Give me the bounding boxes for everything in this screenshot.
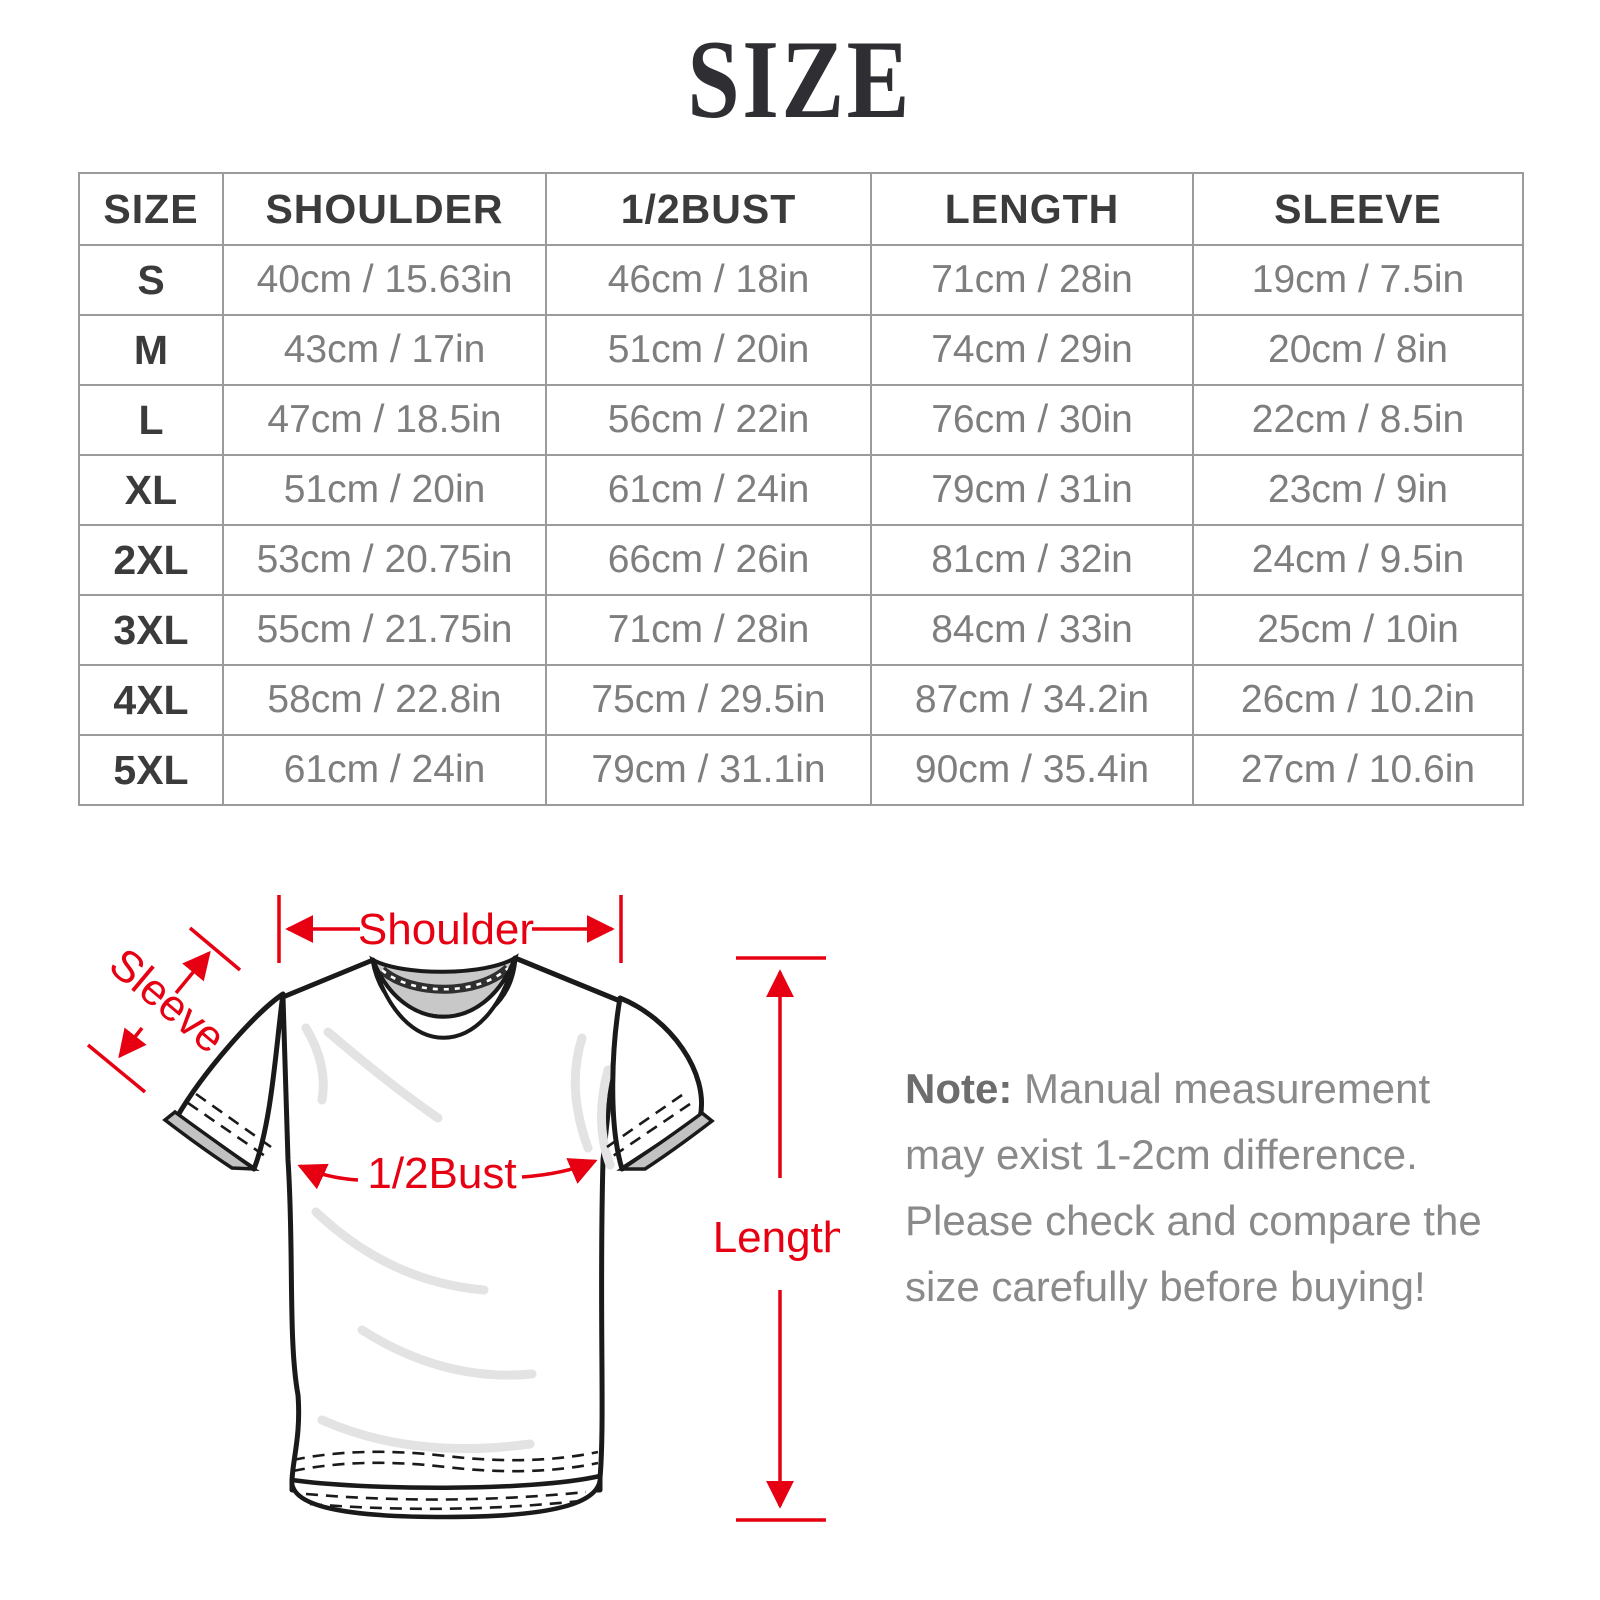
size-cell: 2XL [78,524,224,596]
size-table: SIZE SHOULDER 1/2BUST LENGTH SLEEVE S 40cm / … [78,172,1524,806]
hem-roll [289,1473,603,1520]
size-cell: XL [78,454,224,526]
fabric-wrinkle [357,1325,537,1380]
measurement-cell: 84cm / 33in [870,594,1194,666]
page-title-text: SIZE [687,18,913,142]
collar-rib-band [371,957,517,1040]
measurement-cell: 66cm / 26in [545,524,872,596]
fabric-wrinkle [597,1065,615,1170]
size-cell: L [78,384,224,456]
sleeve-bottom-tick [86,1043,147,1094]
size-cell: M [78,314,224,386]
bust-label: 1/2Bust [367,1149,516,1198]
fabric-wrinkle [570,1033,593,1153]
measurement-cell: 51cm / 20in [222,454,547,526]
note-prefix: Note: [905,1065,1013,1112]
measurement-cell: 61cm / 24in [545,454,872,526]
sleeve-label: Sleeve [100,939,235,1063]
right-sleeve-stitching [612,1102,691,1158]
measurement-cell: 71cm / 28in [545,594,872,666]
sleeve-down-arrow [118,1026,147,1059]
shoulder-label: Shoulder [358,905,534,954]
measurement-cell: 87cm / 34.2in [870,664,1194,736]
measurement-cell: 76cm / 30in [870,384,1194,456]
collar-seam-zigzag [381,967,509,991]
measurement-cell: 75cm / 29.5in [545,664,872,736]
measurement-cell: 90cm / 35.4in [870,734,1194,806]
tshirt-measurement-diagram: Shoulder Sleeve 1/2Bust Length [86,895,840,1522]
column-header: SLEEVE [1192,172,1524,246]
measurement-note: Note: Manual measurement may exist 1-2cm… [905,1056,1505,1320]
right-sleeve-underside [616,1110,715,1171]
table-row: L 47cm / 18.5in 56cm / 22in 76cm / 30in 22cm… [78,384,1524,456]
size-cell: 5XL [78,734,224,806]
measurement-cell: 19cm / 7.5in [1192,244,1524,316]
column-header: SHOULDER [222,172,547,246]
bust-measure: 1/2Bust [297,1149,598,1198]
left-sleeve-stitching [187,1101,266,1158]
table-row: 3XL 55cm / 21.75in 71cm / 28in 84cm / 33in 2… [78,594,1524,666]
measurement-cell: 25cm / 10in [1192,594,1524,666]
table-row: 5XL 61cm / 24in 79cm / 31.1in 90cm / 35.4in… [78,734,1524,806]
length-measure: Length [713,956,840,1522]
left-sleeve-stitching [195,1092,272,1149]
sleeve-top-tick [188,926,242,972]
hem-stitching [292,1450,599,1462]
note-text: Manual measurement may exist 1-2cm diffe… [905,1065,1482,1310]
bust-right-arrow [521,1158,598,1184]
fabric-wrinkle [317,1415,535,1454]
table-row: 4XL 58cm / 22.8in 75cm / 29.5in 87cm / 34.2… [78,664,1524,736]
measurement-cell: 56cm / 22in [545,384,872,456]
sleeve-up-arrow [174,950,211,995]
hem-stitching [292,1461,599,1473]
measurement-cell: 55cm / 21.75in [222,594,547,666]
tshirt-illustration [162,953,715,1520]
measurement-cell: 58cm / 22.8in [222,664,547,736]
measurement-cell: 81cm / 32in [870,524,1194,596]
measurement-cell: 22cm / 8.5in [1192,384,1524,456]
measurement-cell: 40cm / 15.63in [222,244,547,316]
measurement-cell: 53cm / 20.75in [222,524,547,596]
measurement-cell: 23cm / 9in [1192,454,1524,526]
fabric-wrinkle [301,1023,328,1105]
measurement-cell: 20cm / 8in [1192,314,1524,386]
table-row: 2XL 53cm / 20.75in 66cm / 26in 81cm / 32in 2… [78,524,1524,596]
measurement-cell: 27cm / 10.6in [1192,734,1524,806]
column-header: SIZE [78,172,224,246]
measurement-cell: 51cm / 20in [545,314,872,386]
column-header: 1/2BUST [545,172,872,246]
length-label: Length [713,1213,840,1262]
column-header: LENGTH [870,172,1194,246]
measurement-cell: 46cm / 18in [545,244,872,316]
table-row: M 43cm / 17in 51cm / 20in 74cm / 29in 20cm /… [78,314,1524,386]
measurement-cell: 47cm / 18.5in [222,384,547,456]
table-row: XL 51cm / 20in 61cm / 24in 79cm / 31in 23cm … [78,454,1524,526]
table-row: S 40cm / 15.63in 46cm / 18in 71cm / 28in 19c… [78,244,1524,316]
hem-roll-stitching [305,1490,587,1501]
size-table-header-row: SIZE SHOULDER 1/2BUST LENGTH SLEEVE [78,172,1524,246]
fabric-wrinkle [323,1027,443,1123]
left-sleeve-underside [162,1109,260,1172]
shoulder-measure: Shoulder [277,895,623,963]
measurement-cell: 26cm / 10.2in [1192,664,1524,736]
bust-left-arrow [297,1163,359,1190]
measurement-cell: 71cm / 28in [870,244,1194,316]
measurement-cell: 79cm / 31in [870,454,1194,526]
measurement-cell: 24cm / 9.5in [1192,524,1524,596]
size-cell: 4XL [78,664,224,736]
measurement-cell: 79cm / 31.1in [545,734,872,806]
size-cell: 3XL [78,594,224,666]
fabric-wrinkle [311,1207,489,1295]
size-cell: S [78,244,224,316]
measurement-cell: 43cm / 17in [222,314,547,386]
size-table-body: S 40cm / 15.63in 46cm / 18in 71cm / 28in 19c… [78,244,1524,806]
right-sleeve-stitching [606,1093,683,1149]
page-title: SIZE [0,18,1600,142]
measurement-cell: 61cm / 24in [222,734,547,806]
measurement-cell: 74cm / 29in [870,314,1194,386]
